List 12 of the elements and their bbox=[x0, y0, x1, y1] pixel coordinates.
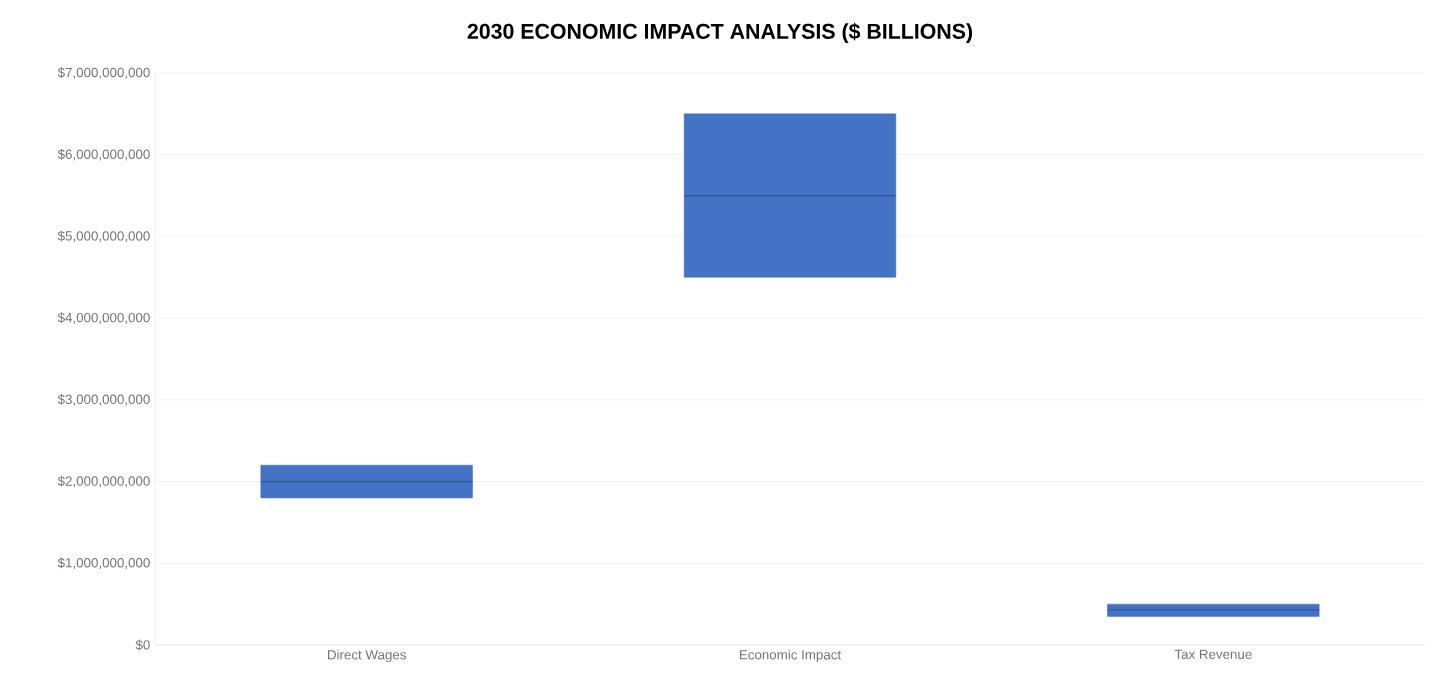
y-tick-label: $6,000,000,000 bbox=[57, 148, 150, 161]
y-tick-label: $0 bbox=[135, 639, 150, 651]
y-tick-label: $3,000,000,000 bbox=[57, 394, 150, 406]
y-tick-label: $2,000,000,000 bbox=[57, 475, 150, 488]
y-tick-label: $5,000,000,000 bbox=[57, 230, 150, 243]
y-tick-label: $1,000,000,000 bbox=[57, 557, 150, 570]
x-tick-label: Direct Wages bbox=[328, 649, 406, 663]
y-tick-label: $7,000,000,000 bbox=[57, 67, 150, 79]
y-tick-label: $4,000,000,000 bbox=[57, 312, 150, 324]
x-tick-label: Tax Revenue bbox=[1174, 649, 1252, 659]
chart-title: 2030 ECONOMIC IMPACT ANALYSIS ($ BILLIONS) bbox=[467, 22, 972, 44]
x-tick-label: Economic Impact bbox=[739, 649, 842, 663]
